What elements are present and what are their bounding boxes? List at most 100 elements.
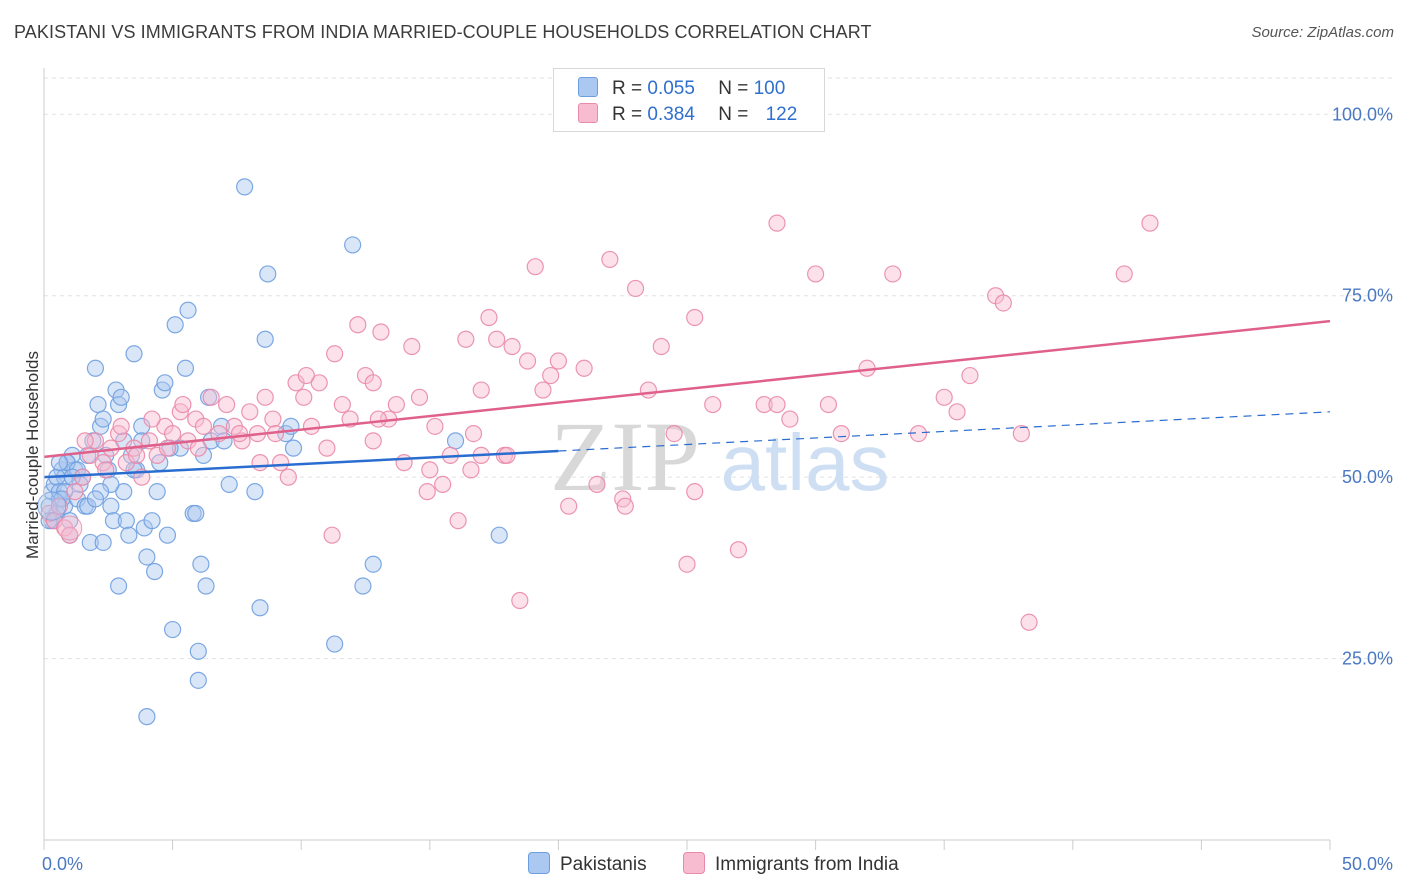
- point-india: [164, 425, 182, 443]
- point-india: [704, 395, 722, 414]
- point-india: [626, 279, 645, 298]
- y-tick-label: 50.0%: [1342, 467, 1393, 487]
- point-india: [395, 454, 413, 472]
- point-india: [665, 425, 683, 443]
- point-india: [503, 337, 521, 356]
- source-label: Source: ZipAtlas.com: [1251, 24, 1394, 41]
- point-pakistanis: [197, 577, 215, 595]
- point-india: [418, 483, 436, 501]
- point-india: [1115, 265, 1133, 283]
- point-pakistanis: [125, 345, 143, 363]
- point-pakistanis: [179, 301, 197, 319]
- point-india: [781, 410, 799, 428]
- point-india: [194, 417, 213, 435]
- point-india: [279, 468, 297, 486]
- point-india: [310, 374, 328, 392]
- y-tick-label: 75.0%: [1342, 286, 1393, 306]
- point-india: [349, 316, 367, 334]
- point-india: [588, 475, 606, 493]
- point-india: [542, 366, 560, 385]
- r-label: R =: [612, 78, 643, 99]
- point-india: [302, 417, 321, 435]
- point-pakistanis: [158, 526, 177, 544]
- point-pakistanis: [176, 359, 195, 377]
- point-india: [189, 439, 207, 457]
- trend-lines: [43, 319, 1331, 479]
- point-india: [768, 395, 786, 414]
- y-tick-label: 25.0%: [1342, 649, 1393, 669]
- point-india: [372, 323, 390, 341]
- point-india: [1141, 214, 1159, 232]
- point-pakistanis: [166, 316, 184, 334]
- point-pakistanis: [86, 359, 105, 377]
- point-pakistanis: [251, 599, 269, 617]
- n-label: N =: [718, 104, 749, 125]
- point-india: [464, 425, 483, 443]
- watermark-zip: ZIP: [550, 401, 700, 512]
- n-value-india: 122: [765, 104, 798, 125]
- point-india: [884, 265, 902, 283]
- point-india: [729, 541, 748, 559]
- point-india: [488, 330, 506, 348]
- point-india: [76, 432, 94, 450]
- legend-swatch-blue: [578, 77, 598, 97]
- trend-line-india: [43, 319, 1331, 459]
- point-india: [251, 454, 269, 472]
- point-pakistanis: [354, 577, 372, 595]
- point-india: [639, 381, 658, 399]
- point-india: [948, 403, 966, 421]
- point-india: [457, 330, 475, 348]
- point-india: [426, 417, 444, 435]
- point-pakistanis: [94, 533, 112, 552]
- r-value-india: 0.384: [647, 104, 695, 125]
- trend-line-pakistanis-extension: [558, 411, 1331, 452]
- point-pakistanis: [189, 671, 207, 689]
- point-india: [230, 425, 249, 443]
- point-india: [369, 410, 387, 428]
- point-india: [462, 461, 480, 479]
- point-india: [127, 446, 146, 464]
- legend-label-pakistanis: Pakistanis: [560, 854, 647, 875]
- point-pakistanis: [364, 555, 382, 573]
- legend-item-india[interactable]: Immigrants from India: [683, 852, 899, 876]
- point-india: [256, 388, 274, 406]
- point-india: [272, 454, 290, 472]
- point-india: [511, 591, 529, 610]
- point-pakistanis: [86, 490, 105, 508]
- point-pakistanis: [143, 512, 161, 530]
- point-india: [403, 337, 421, 356]
- point-india: [601, 250, 619, 269]
- point-india: [652, 337, 670, 356]
- point-india: [560, 497, 578, 515]
- point-india: [549, 352, 568, 370]
- n-value-pakistanis: 100: [753, 78, 786, 99]
- point-pakistanis: [284, 439, 303, 457]
- point-pakistanis: [145, 562, 164, 581]
- chart-title: PAKISTANI VS IMMIGRANTS FROM INDIA MARRI…: [14, 22, 872, 42]
- grid-lines: [44, 77, 1392, 660]
- legend-label-india: Immigrants from India: [715, 854, 899, 875]
- point-india: [961, 366, 979, 385]
- r-value-pakistanis: 0.055: [647, 78, 695, 99]
- point-pakistanis: [189, 642, 207, 660]
- point-pakistanis: [138, 708, 156, 726]
- point-india: [1020, 613, 1038, 631]
- point-pakistanis: [192, 555, 210, 573]
- point-india: [686, 483, 704, 501]
- point-india: [518, 352, 537, 370]
- point-india: [994, 294, 1012, 312]
- point-pakistanis: [104, 512, 123, 530]
- point-pakistanis: [120, 526, 138, 544]
- y-tick-label: 100.0%: [1332, 104, 1393, 124]
- point-india: [143, 410, 161, 428]
- x-tick-label-min: 0.0%: [42, 854, 83, 874]
- point-pakistanis: [156, 374, 174, 392]
- legend-item-pakistanis[interactable]: Pakistanis: [528, 852, 647, 876]
- point-pakistanis: [446, 432, 465, 450]
- data-points: [37, 178, 1159, 726]
- point-pakistanis: [187, 504, 205, 523]
- point-india: [806, 265, 825, 283]
- point-india: [768, 214, 786, 232]
- point-india: [410, 388, 429, 406]
- point-pakistanis-cluster: [37, 491, 67, 521]
